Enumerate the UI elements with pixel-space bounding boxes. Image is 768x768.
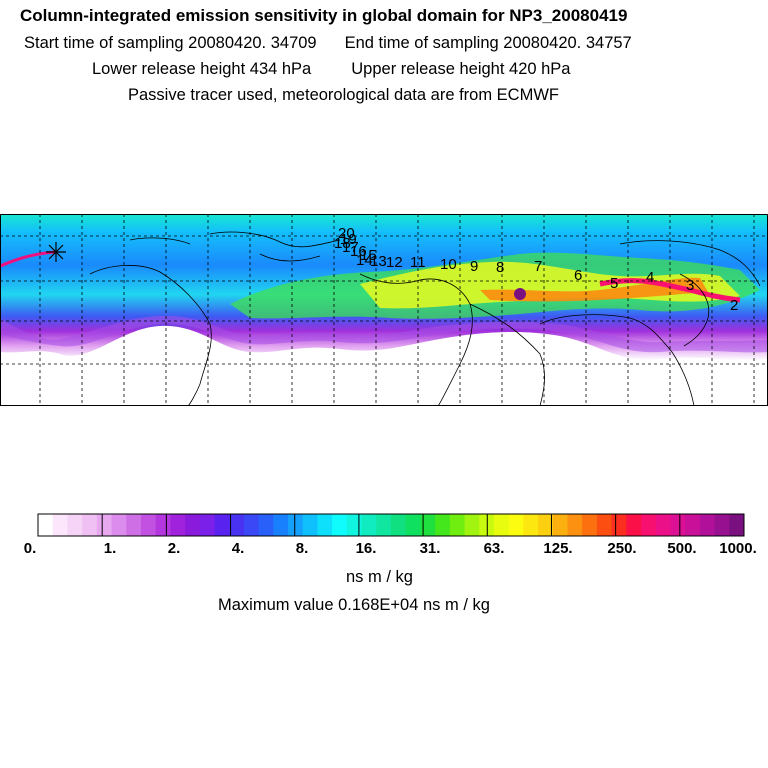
colorbar-cell xyxy=(346,514,363,536)
colorbar-cell xyxy=(611,514,627,536)
colorbar-cell xyxy=(670,514,686,536)
colorbar-cell xyxy=(582,514,598,536)
west-trajectory-tail xyxy=(1,250,56,268)
day-label: 17 xyxy=(342,239,359,256)
colorbar-cell xyxy=(199,514,215,536)
day-label: 11 xyxy=(410,254,426,271)
colorbar-cell xyxy=(626,514,642,536)
colorbar-unit-label: ns m / kg xyxy=(346,568,413,586)
day-label: 5 xyxy=(610,275,618,292)
lower-height-label: Lower release height 434 hPa xyxy=(92,60,312,78)
colorbar-tick: 500. xyxy=(667,540,697,557)
colorbar-cell xyxy=(405,514,421,536)
day-label: 12 xyxy=(386,254,403,271)
upper-height-label: Upper release height 420 hPa xyxy=(351,60,571,78)
day-label: 14 xyxy=(356,252,373,269)
colorbar-tick: 4. xyxy=(231,540,245,557)
colorbar-cell xyxy=(229,514,245,536)
colorbar-cell xyxy=(96,514,113,536)
maximum-value-label: Maximum value 0.168E+04 ns m / kg xyxy=(218,596,490,614)
colorbar-tick: 1. xyxy=(103,540,117,557)
colorbar-cell xyxy=(185,514,201,536)
colorbar-cell xyxy=(435,514,451,536)
day-label: 18 xyxy=(334,235,351,252)
colorbar-cell xyxy=(140,514,157,536)
colorbar-tick: 8. xyxy=(295,540,309,557)
colorbar-cell xyxy=(685,514,701,536)
purple-fringe xyxy=(1,315,767,353)
day-label: 2 xyxy=(730,297,738,314)
colorbar-tick: 2. xyxy=(167,540,181,557)
colorbar-cell xyxy=(449,514,466,536)
colorbar-cell xyxy=(655,514,671,536)
colorbar-cell xyxy=(258,514,274,536)
colorbar-cell xyxy=(52,514,68,536)
release-height-line: Lower release height 434 hPa Upper releas… xyxy=(92,60,768,79)
day-label: 15 xyxy=(360,247,377,264)
start-time-label: Start time of sampling 20080420. 34709 xyxy=(24,34,317,52)
graticule xyxy=(1,215,767,405)
colorbar-cell xyxy=(126,514,142,536)
day-label: 3 xyxy=(686,277,694,294)
colorbar-cell xyxy=(288,514,304,536)
colorbar-cell xyxy=(641,514,657,536)
day-label: 4 xyxy=(646,269,654,286)
colorbar-cell xyxy=(155,514,171,536)
day-label: 19 xyxy=(340,231,357,248)
sampling-time-line: Start time of sampling 20080420. 34709 En… xyxy=(24,34,768,53)
trajectory-day-labels: 20 19 18 17 16 15 14 13 12 11 10 9 8 7 6… xyxy=(334,225,738,314)
day-label: 8 xyxy=(496,259,504,276)
colorbar-cell xyxy=(523,514,539,536)
day-label: 16 xyxy=(350,243,367,260)
coastlines xyxy=(89,231,761,405)
colorbar-cell xyxy=(38,514,54,536)
colorbar-tick: 63. xyxy=(483,540,505,557)
tracer-info-label: Passive tracer used, meteorological data… xyxy=(128,86,559,104)
colorbar-cell xyxy=(420,514,436,536)
colorbar-tick: 1000. xyxy=(719,540,757,557)
release-star-icon xyxy=(46,242,66,262)
day-label: 9 xyxy=(470,258,478,275)
colorbar-cell xyxy=(317,514,333,536)
colorbar-cell xyxy=(67,514,83,536)
colorbar-cell xyxy=(493,514,510,536)
colorbar-cell xyxy=(82,514,98,536)
colorbar-frame xyxy=(37,513,745,537)
colorbar-cell xyxy=(714,514,730,536)
day-label: 13 xyxy=(370,253,387,270)
max-sensitivity-spot xyxy=(514,288,526,300)
colorbar-cell xyxy=(332,514,348,536)
sensitivity-map: 20 19 18 17 16 15 14 13 12 11 10 9 8 7 6… xyxy=(0,214,768,406)
colorbar-cell xyxy=(596,514,613,536)
colorbar-cell xyxy=(538,514,554,536)
colorbar-cell xyxy=(699,514,716,536)
colorbar-tick: 31. xyxy=(419,540,441,557)
colorbar-tick: 0. xyxy=(23,540,37,557)
colorbar-cell xyxy=(552,514,568,536)
colorbar-cell xyxy=(302,514,318,536)
colorbar-cell xyxy=(391,514,407,536)
plot-title: Column-integrated emission sensitivity i… xyxy=(20,6,628,25)
day-label: 7 xyxy=(534,258,542,275)
colorbar-cell xyxy=(464,514,480,536)
colorbar-cell xyxy=(111,514,127,536)
colorbar-cell xyxy=(170,514,186,536)
colorbar xyxy=(37,513,745,537)
colorbar-cell xyxy=(214,514,230,536)
end-time-label: End time of sampling 20080420. 34757 xyxy=(344,34,632,52)
colorbar-cell xyxy=(273,514,289,536)
day-label: 20 xyxy=(338,225,355,242)
colorbar-cell xyxy=(729,514,745,536)
colorbar-tick: 125. xyxy=(543,540,573,557)
colorbar-cell xyxy=(361,514,377,536)
day-label: 6 xyxy=(574,267,582,284)
colorbar-cell xyxy=(243,514,260,536)
colorbar-cell xyxy=(567,514,583,536)
colorbar-cell xyxy=(508,514,524,536)
colorbar-tick: 16. xyxy=(355,540,377,557)
day-label: 10 xyxy=(440,256,457,273)
colorbar-cell xyxy=(376,514,392,536)
colorbar-tick: 250. xyxy=(607,540,637,557)
